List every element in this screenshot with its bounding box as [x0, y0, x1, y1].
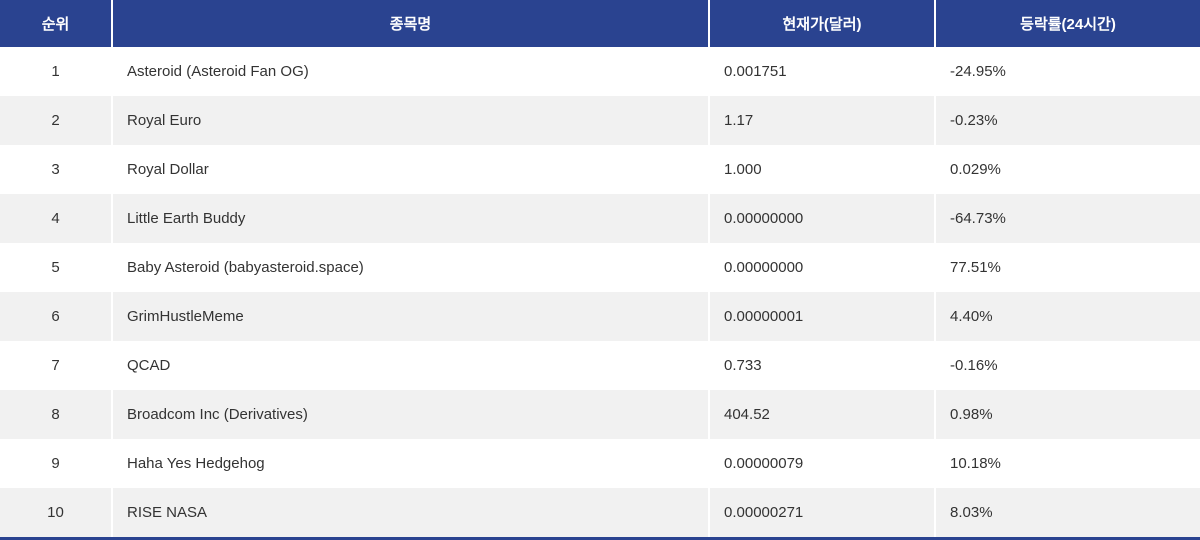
table-header-row: 순위 종목명 현재가(달러) 등락률(24시간): [0, 0, 1200, 47]
price-cell: 0.00000001: [708, 292, 935, 341]
change-cell: 0.029%: [934, 145, 1200, 194]
name-cell: QCAD: [111, 341, 709, 390]
table-row[interactable]: 7 QCAD 0.733 -0.16%: [0, 341, 1200, 390]
name-cell: Baby Asteroid (babyasteroid.space): [111, 243, 709, 292]
rank-cell: 10: [47, 504, 64, 521]
change-cell: -24.95%: [934, 47, 1200, 96]
price-cell: 0.00000079: [708, 439, 935, 488]
column-header-change: 등락률(24시간): [934, 0, 1200, 47]
price-cell: 0.00000271: [708, 488, 935, 539]
rank-cell: 8: [51, 406, 60, 423]
table-row[interactable]: 4 Little Earth Buddy 0.00000000 -64.73%: [0, 194, 1200, 243]
name-cell: Asteroid (Asteroid Fan OG): [111, 47, 709, 96]
price-cell: 1.000: [708, 145, 935, 194]
table-row[interactable]: 5 Baby Asteroid (babyasteroid.space) 0.000…: [0, 243, 1200, 292]
column-header-name: 종목명: [111, 0, 709, 47]
table-body: 1 Asteroid (Asteroid Fan OG) 0.001751 -24.9…: [0, 47, 1200, 539]
table-row[interactable]: 6 GrimHustleMeme 0.00000001 4.40%: [0, 292, 1200, 341]
change-cell: -0.23%: [934, 96, 1200, 145]
rank-cell: 5: [51, 259, 60, 276]
rank-cell: 4: [51, 210, 60, 227]
rank-cell: 2: [51, 112, 60, 129]
rank-cell: 6: [51, 308, 60, 325]
name-cell: Broadcom Inc (Derivatives): [111, 390, 709, 439]
change-cell: -64.73%: [934, 194, 1200, 243]
rank-cell: 7: [51, 357, 60, 374]
price-cell: 0.733: [708, 341, 935, 390]
name-cell: Little Earth Buddy: [111, 194, 709, 243]
name-cell: Haha Yes Hedgehog: [111, 439, 709, 488]
rank-cell: 3: [51, 161, 60, 178]
change-cell: 77.51%: [934, 243, 1200, 292]
price-cell: 0.00000000: [708, 194, 935, 243]
name-cell: Royal Euro: [111, 96, 709, 145]
change-cell: 10.18%: [934, 439, 1200, 488]
change-cell: 8.03%: [934, 488, 1200, 539]
price-cell: 404.52: [708, 390, 935, 439]
column-header-rank: 순위: [0, 0, 112, 47]
change-cell: 0.98%: [934, 390, 1200, 439]
table-row[interactable]: 3 Royal Dollar 1.000 0.029%: [0, 145, 1200, 194]
price-cell: 1.17: [708, 96, 935, 145]
table-row[interactable]: 9 Haha Yes Hedgehog 0.00000079 10.18%: [0, 439, 1200, 488]
name-cell: GrimHustleMeme: [111, 292, 709, 341]
table-row[interactable]: 1 Asteroid (Asteroid Fan OG) 0.001751 -24.9…: [0, 47, 1200, 96]
rank-cell: 9: [51, 455, 60, 472]
change-cell: -0.16%: [934, 341, 1200, 390]
name-cell: RISE NASA: [111, 488, 709, 539]
change-cell: 4.40%: [934, 292, 1200, 341]
rank-cell: 1: [51, 63, 60, 80]
table-row[interactable]: 8 Broadcom Inc (Derivatives) 404.52 0.98%: [0, 390, 1200, 439]
price-cell: 0.001751: [708, 47, 935, 96]
name-cell: Royal Dollar: [111, 145, 709, 194]
table-row[interactable]: 2 Royal Euro 1.17 -0.23%: [0, 96, 1200, 145]
table-row[interactable]: 10 RISE NASA 0.00000271 8.03%: [0, 488, 1200, 539]
price-cell: 0.00000000: [708, 243, 935, 292]
table-header: 순위 종목명 현재가(달러) 등락률(24시간): [0, 0, 1200, 47]
column-header-price: 현재가(달러): [708, 0, 935, 47]
